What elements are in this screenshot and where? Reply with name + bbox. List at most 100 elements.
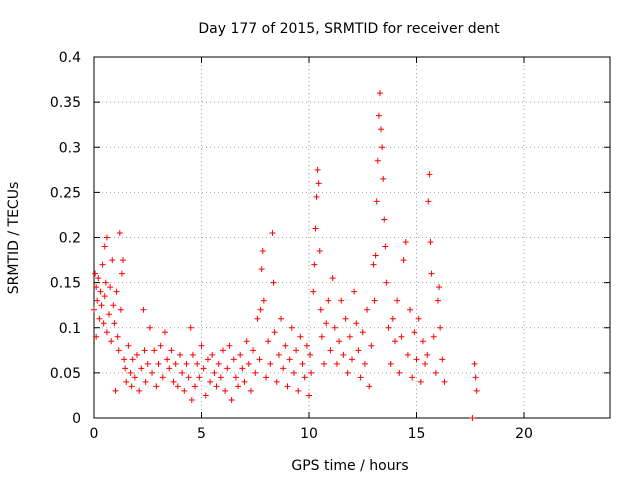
data-point (189, 351, 196, 358)
data-point (321, 360, 328, 367)
data-point (424, 351, 431, 358)
data-point (235, 383, 242, 390)
data-point (217, 374, 224, 381)
x-axis-ticks: 0 5 10 15 20 (90, 57, 533, 442)
data-point (427, 239, 434, 246)
data-point (353, 320, 360, 327)
data-point (112, 387, 119, 394)
data-point (323, 320, 330, 327)
data-point (338, 297, 345, 304)
data-point (342, 315, 349, 322)
data-point (213, 383, 220, 390)
data-point (102, 279, 109, 286)
data-point (129, 356, 136, 363)
data-point (103, 234, 110, 241)
data-point (372, 252, 379, 259)
data-point (282, 342, 289, 349)
data-point (259, 248, 266, 255)
data-point (290, 369, 297, 376)
data-point (196, 374, 203, 381)
data-point (149, 369, 156, 376)
data-point (432, 369, 439, 376)
data-point (128, 383, 135, 390)
data-point (95, 275, 102, 282)
data-point (275, 351, 282, 358)
data-point (333, 360, 340, 367)
data-point (144, 360, 151, 367)
data-point (166, 365, 173, 372)
data-point (109, 257, 116, 264)
data-point (153, 383, 160, 390)
data-point (269, 229, 276, 236)
data-point (415, 315, 422, 322)
data-point (327, 347, 334, 354)
data-point (325, 297, 332, 304)
data-point (267, 360, 274, 367)
y-tick-label: 0.25 (50, 185, 81, 201)
data-point (222, 387, 229, 394)
data-point (301, 374, 308, 381)
data-point (469, 415, 476, 421)
data-point (151, 347, 158, 354)
data-point (101, 243, 108, 250)
data-point (471, 360, 478, 367)
data-point (185, 374, 192, 381)
data-point (419, 338, 426, 345)
data-point (299, 360, 306, 367)
y-tick-label: 0.05 (50, 366, 81, 382)
data-point (239, 365, 246, 372)
x-tick-label: 15 (408, 426, 426, 442)
data-point (361, 360, 368, 367)
data-point (385, 324, 392, 331)
data-point (93, 333, 100, 340)
data-point (426, 171, 433, 178)
data-point (161, 329, 168, 336)
data-point (381, 216, 388, 223)
data-point (349, 356, 355, 363)
data-point (134, 351, 140, 358)
data-point (312, 225, 319, 232)
data-point (254, 315, 261, 322)
data-point (318, 333, 325, 340)
data-point (473, 387, 480, 394)
data-point (382, 243, 389, 250)
data-point (364, 306, 371, 313)
data-point (122, 365, 129, 372)
data-point (409, 374, 416, 381)
y-tick-label: 0.15 (50, 276, 81, 292)
chart-title: Day 177 of 2015, SRMTID for receiver den… (198, 21, 500, 37)
x-axis-label: GPS time / hours (291, 458, 408, 474)
data-point (187, 324, 194, 331)
data-point (192, 383, 199, 390)
data-point (142, 378, 149, 385)
data-point (168, 347, 175, 354)
data-point (170, 378, 177, 385)
data-point (280, 365, 287, 372)
data-point (252, 369, 259, 376)
data-point (188, 396, 195, 403)
data-point (373, 198, 380, 205)
data-point (243, 338, 250, 345)
data-point (111, 320, 118, 327)
data-point (383, 279, 390, 286)
data-point (204, 356, 211, 363)
x-tick-label: 10 (300, 426, 318, 442)
data-point (265, 338, 272, 345)
data-point (402, 239, 409, 246)
data-point (344, 369, 351, 376)
data-point (411, 329, 418, 336)
data-point (371, 297, 378, 304)
data-point (396, 369, 403, 376)
data-point (207, 378, 214, 385)
data-point (120, 257, 127, 264)
data-point (278, 315, 285, 322)
data-point (439, 356, 446, 363)
data-point (329, 275, 336, 282)
data-point (366, 383, 373, 390)
data-point (237, 351, 244, 358)
y-axis-label: SRMTID / TECUs (6, 182, 22, 295)
data-point (295, 387, 302, 394)
data-point (157, 342, 164, 349)
data-point (172, 360, 179, 367)
